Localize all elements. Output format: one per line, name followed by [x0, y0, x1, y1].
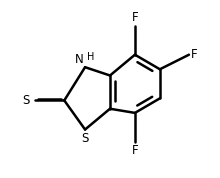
- Text: S: S: [81, 132, 89, 145]
- Text: H: H: [87, 52, 94, 62]
- Text: N: N: [75, 53, 84, 66]
- Text: F: F: [191, 48, 198, 61]
- Text: S: S: [23, 94, 30, 107]
- Text: F: F: [132, 144, 138, 157]
- Text: F: F: [132, 11, 138, 23]
